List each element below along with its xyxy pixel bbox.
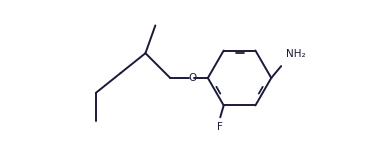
Text: O: O (188, 73, 197, 83)
Text: F: F (217, 122, 223, 132)
Text: NH₂: NH₂ (286, 49, 306, 59)
